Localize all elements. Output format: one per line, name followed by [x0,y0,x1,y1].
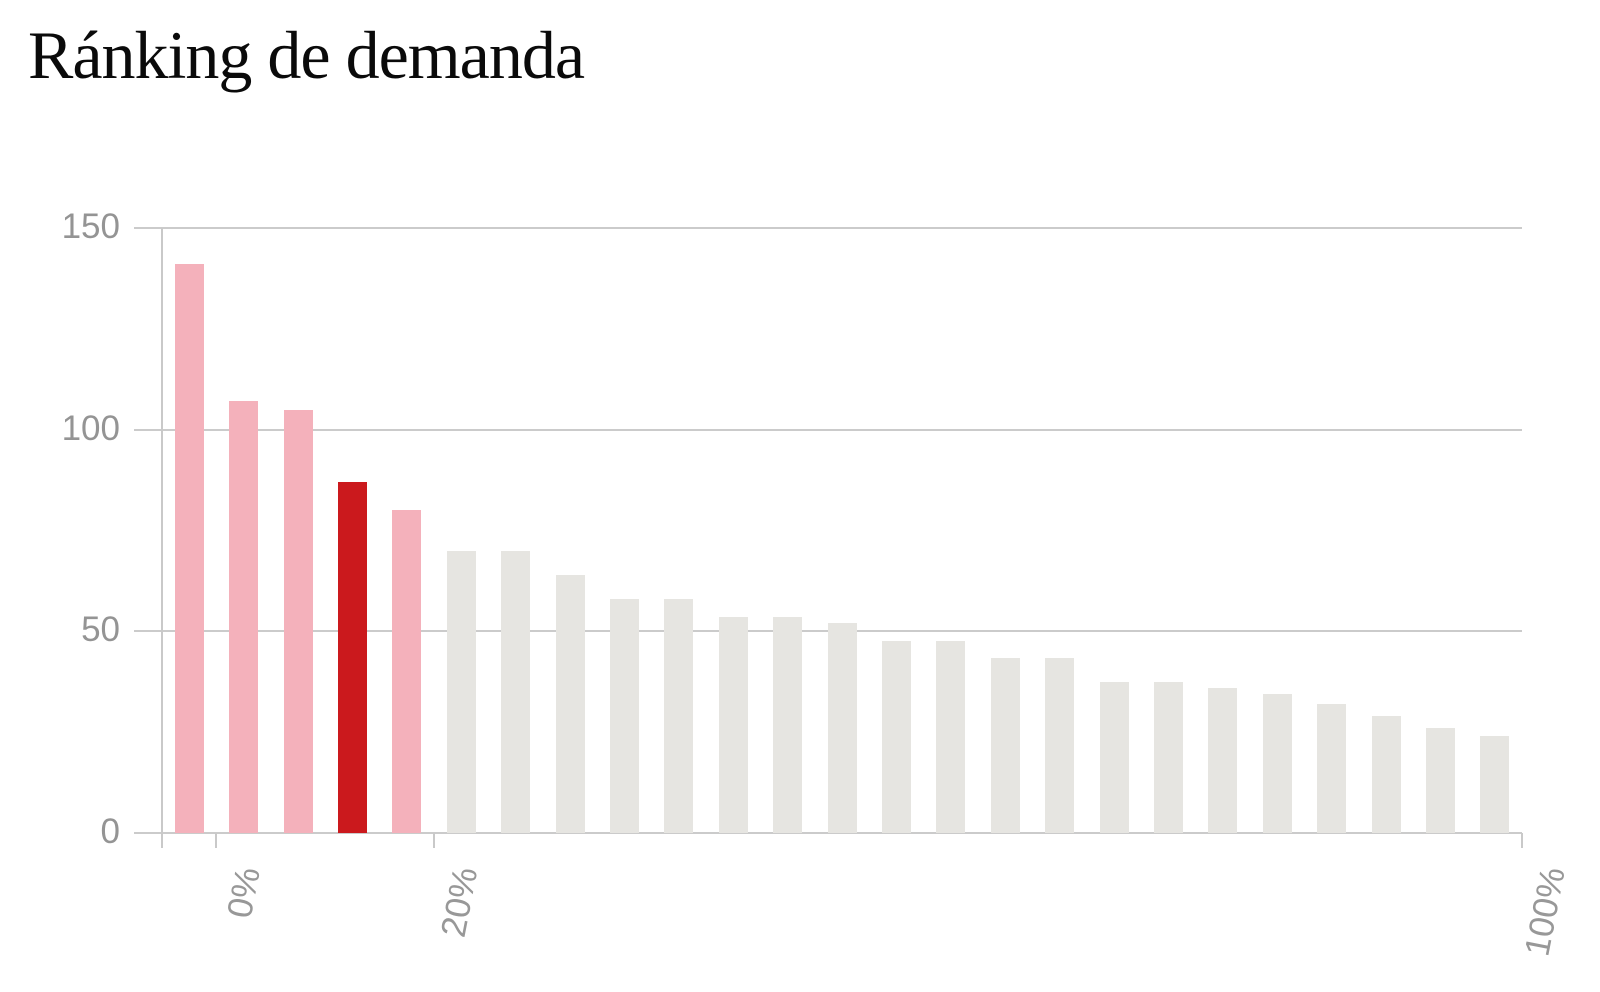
bar-12 [773,617,803,833]
bar-8 [555,574,585,833]
bar-24 [1425,728,1455,833]
bar-25 [1480,736,1510,833]
bar-14 [881,641,911,833]
x-tick-20pct [433,833,435,848]
bar-7 [501,550,531,833]
bar-6 [446,550,476,833]
gridline-y-150 [134,227,1522,229]
gridline-y-0 [134,832,1522,834]
y-axis-label-100: 100 [61,408,120,448]
chart-title: Ránking de demanda [28,17,585,93]
gridline-y-100 [134,428,1522,431]
y-axis-line [161,228,163,848]
bar-13 [827,623,857,833]
bar-9 [609,599,639,833]
bar-23 [1371,716,1401,833]
bar-1 [174,264,204,833]
x-axis-label-0pct: 0% [219,864,268,922]
bar-22 [1317,703,1347,833]
bar-4-highlighted [337,482,367,833]
bar-10 [664,599,694,833]
bar-17 [1045,657,1075,833]
bar-21 [1262,693,1292,833]
bar-20 [1208,687,1238,833]
y-axis-label-0: 0 [100,812,120,852]
x-axis-label-20pct: 20% [433,864,486,941]
bar-5 [392,510,422,833]
x-tick-0pct [215,833,218,848]
bar-3 [283,409,313,833]
y-axis-label-150: 150 [61,207,120,247]
bar-18 [1099,681,1129,833]
plot-area: 0 50 100 150 0% 20% 100% [62,207,1574,959]
x-axis-label-100pct: 100% [1517,864,1574,960]
bar-15 [936,641,966,833]
bar-11 [718,617,748,833]
x-tick-100pct [1521,833,1523,848]
bar-16 [990,657,1020,833]
y-axis-label-50: 50 [81,610,120,650]
bar-19 [1153,681,1183,833]
bar-2 [229,401,259,833]
